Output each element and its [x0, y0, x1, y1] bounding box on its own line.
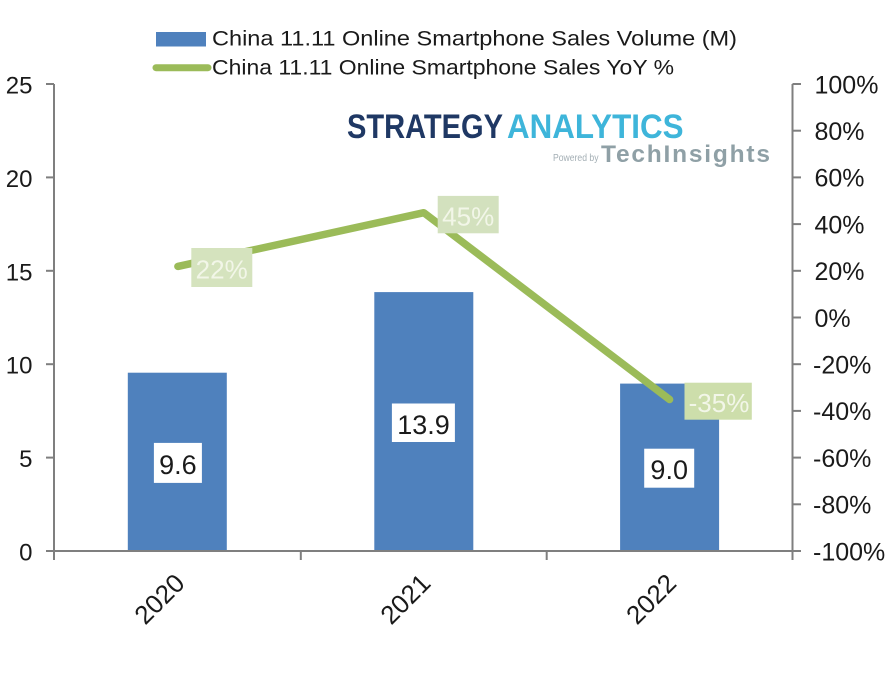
svg-text:9.6: 9.6 [159, 450, 197, 480]
svg-text:China 11.11 Online Smartphone: China 11.11 Online Smartphone Sales Volu… [212, 27, 737, 50]
svg-text:-80%: -80% [813, 492, 871, 520]
svg-text:0: 0 [19, 540, 32, 567]
svg-text:15: 15 [6, 259, 33, 286]
svg-text:40%: 40% [815, 211, 865, 239]
svg-text:22%: 22% [196, 255, 248, 285]
svg-text:13.9: 13.9 [397, 410, 450, 440]
svg-text:20: 20 [6, 166, 33, 193]
svg-text:80%: 80% [815, 118, 865, 146]
svg-text:-60%: -60% [813, 445, 871, 473]
svg-text:ANALYTICS: ANALYTICS [507, 108, 684, 146]
svg-text:20%: 20% [815, 258, 865, 286]
svg-text:10: 10 [6, 353, 33, 380]
svg-text:9.0: 9.0 [650, 455, 688, 485]
svg-text:5: 5 [19, 446, 32, 473]
svg-text:-100%: -100% [813, 538, 885, 566]
svg-text:China 11.11 Online Smartphone: China 11.11 Online Smartphone Sales YoY … [212, 57, 674, 80]
svg-text:-35%: -35% [689, 388, 750, 418]
svg-text:25: 25 [6, 73, 33, 100]
svg-text:60%: 60% [815, 165, 865, 193]
svg-text:-20%: -20% [813, 352, 871, 380]
svg-text:Powered by: Powered by [553, 153, 599, 164]
svg-text:STRATEGY: STRATEGY [347, 108, 503, 146]
svg-text:0%: 0% [815, 305, 851, 333]
svg-text:TechInsights: TechInsights [601, 141, 770, 168]
svg-text:100%: 100% [815, 71, 879, 99]
svg-text:45%: 45% [442, 202, 494, 232]
svg-text:-40%: -40% [813, 398, 871, 426]
